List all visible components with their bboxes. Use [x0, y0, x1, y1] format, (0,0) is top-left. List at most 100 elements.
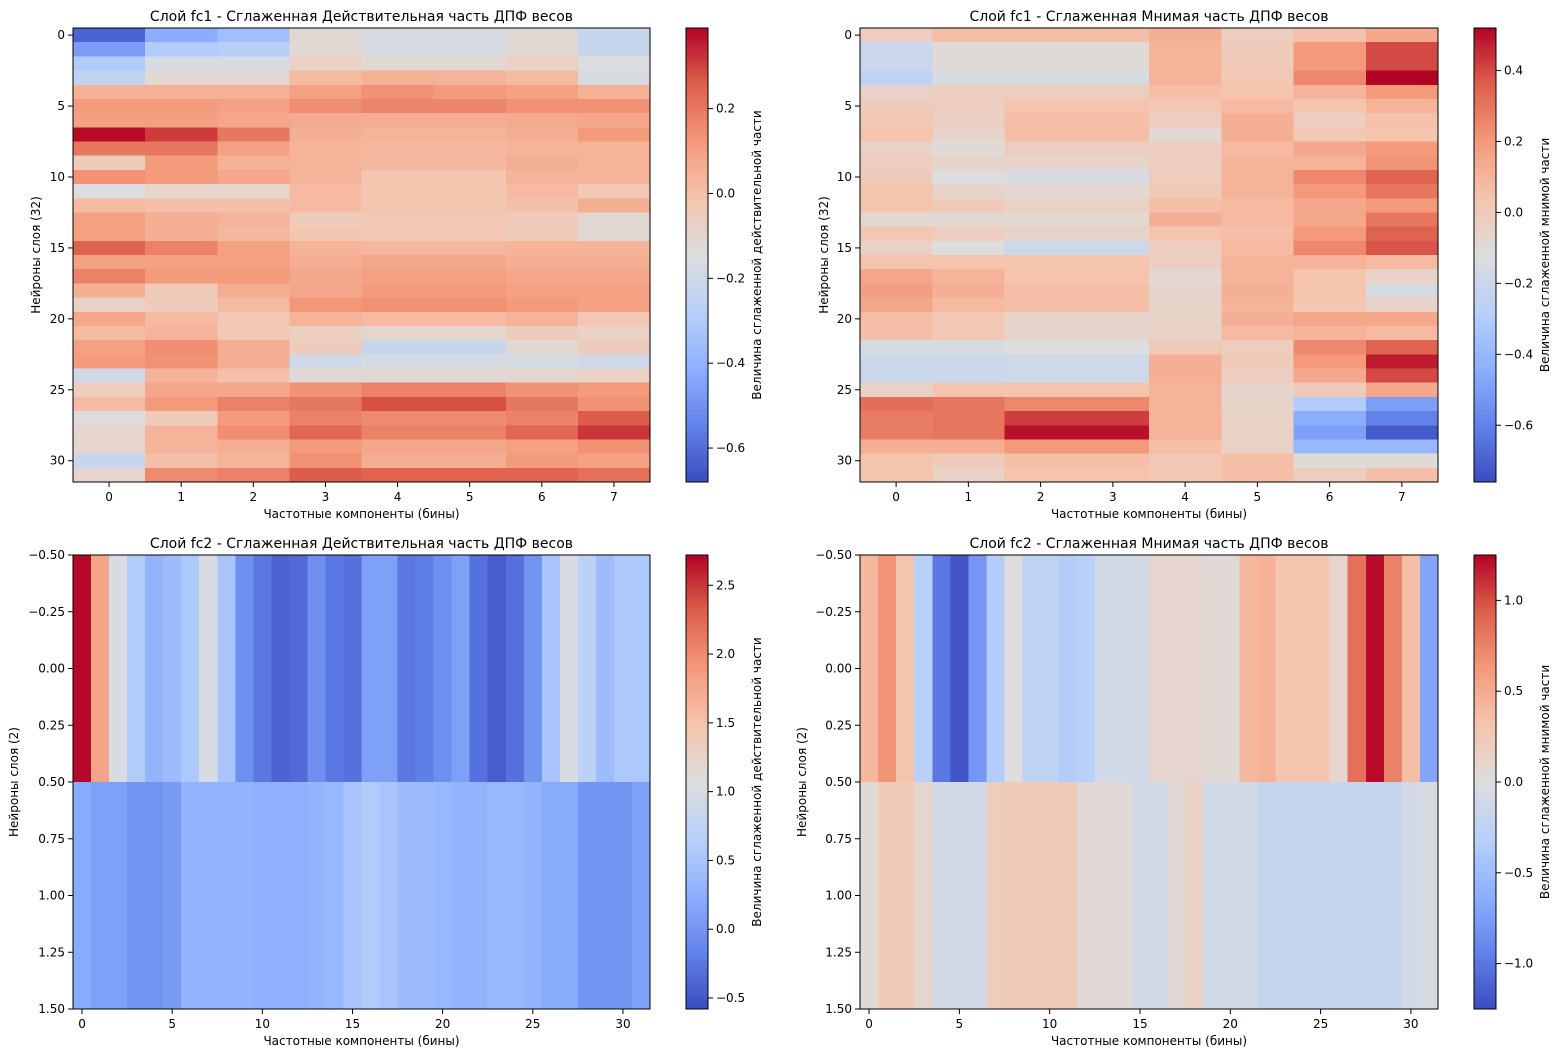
heatmap-cell	[433, 782, 453, 1010]
colorbar-tick-label: 0.5	[716, 853, 735, 867]
heatmap-cell	[1022, 782, 1042, 1010]
heatmap-cell	[1365, 42, 1439, 57]
heatmap-cell	[433, 184, 507, 199]
heatmap-cell	[1365, 198, 1439, 214]
heatmap-cell	[73, 198, 146, 214]
heatmap-cell	[145, 141, 218, 157]
colorbar-segment	[686, 315, 708, 320]
heatmap-cell	[1076, 70, 1150, 86]
heatmap-cell	[289, 226, 363, 242]
colorbar-segment	[686, 638, 708, 643]
colorbar-segment	[1474, 73, 1496, 78]
heatmap-cell	[73, 127, 146, 143]
colorbar-segment	[1474, 819, 1496, 825]
colorbar-tick-label: 1.0	[716, 785, 735, 799]
colorbar-segment	[686, 1005, 708, 1010]
heatmap-cell	[1293, 439, 1367, 455]
colorbar-segment	[686, 39, 708, 44]
colorbar-segment	[686, 345, 708, 351]
heatmap-cell	[289, 155, 363, 171]
heatmap-cell	[397, 782, 417, 1010]
colorbar-segment	[686, 107, 708, 112]
heatmap-cell	[932, 297, 1006, 313]
heatmap-cell	[145, 555, 164, 783]
colorbar-segment	[686, 179, 708, 184]
heatmap-cell	[433, 340, 507, 355]
colorbar-segment	[1474, 645, 1496, 651]
heatmap-panel-1: Слой fc1 - Сглаженная Действительная час…	[29, 9, 764, 521]
y-tick-label: 25	[50, 383, 65, 397]
heatmap-cell	[1293, 141, 1367, 157]
heatmap-cell	[932, 98, 1006, 114]
heatmap-cell	[1365, 325, 1439, 341]
x-tick-label: 30	[615, 1017, 630, 1031]
heatmap-cell	[1149, 340, 1222, 355]
colorbar-segment	[686, 289, 708, 294]
x-axis-label: Частотные компоненты (бины)	[1051, 507, 1247, 521]
colorbar-segment	[686, 713, 708, 719]
heatmap-cell	[1293, 28, 1367, 43]
heatmap-cell	[505, 28, 579, 43]
colorbar-segment	[1474, 910, 1496, 916]
heatmap-cell	[289, 42, 363, 57]
heatmap-cell	[860, 141, 933, 157]
heatmap-cell	[217, 240, 290, 256]
heatmap-cell	[217, 311, 290, 327]
heatmap-cell	[1076, 169, 1150, 185]
heatmap-cell	[1076, 28, 1150, 43]
heatmap-cell	[289, 141, 363, 157]
y-tick-label: 0.00	[38, 662, 65, 676]
heatmap-cell	[932, 240, 1006, 256]
colorbar-segment	[686, 706, 708, 711]
heatmap-cell	[487, 555, 507, 783]
heatmap-cell	[878, 782, 897, 1010]
colorbar-segment	[1474, 77, 1496, 82]
heatmap-cell	[505, 56, 579, 72]
heatmap-cell	[1076, 453, 1150, 469]
heatmap-cell	[1076, 56, 1150, 72]
heatmap-cell	[361, 127, 435, 143]
x-tick-label: 4	[394, 490, 402, 504]
colorbar-segment	[1474, 99, 1496, 105]
heatmap-cell	[73, 325, 146, 341]
colorbar-segment	[686, 300, 708, 305]
x-tick-label: 0	[105, 490, 113, 504]
colorbar-segment	[1474, 115, 1496, 120]
heatmap-cell	[1221, 212, 1295, 228]
colorbar-segment	[686, 562, 708, 567]
colorbar-segment	[686, 311, 708, 317]
colorbar-segment	[1474, 956, 1496, 961]
heatmap-cell	[1076, 113, 1150, 128]
heatmap-cell	[73, 269, 146, 284]
heatmap-cell	[1365, 311, 1439, 327]
colorbar-segment	[1474, 345, 1496, 351]
heatmap-cell	[1347, 555, 1367, 783]
heatmap-cell	[217, 42, 290, 57]
y-tick-label: 5	[844, 99, 852, 113]
colorbar-segment	[686, 834, 708, 840]
colorbar-segment	[1474, 334, 1496, 339]
colorbar-segment	[1474, 1001, 1496, 1006]
colorbar-segment	[1474, 914, 1496, 919]
colorbar-segment	[1474, 747, 1496, 753]
heatmap-cell	[1365, 340, 1439, 355]
heatmap-cell	[1365, 212, 1439, 228]
colorbar-segment	[1474, 323, 1496, 328]
colorbar-segment	[686, 319, 708, 324]
colorbar-segment	[1474, 46, 1496, 52]
colorbar-segment	[686, 353, 708, 358]
x-axis-label: Частотные компоненты (бины)	[263, 1034, 459, 1048]
colorbar-segment	[686, 251, 708, 256]
colorbar-segment	[686, 80, 708, 86]
y-tick-label: 15	[837, 241, 852, 255]
colorbar-segment	[686, 914, 708, 919]
heatmap-cell	[505, 283, 579, 299]
colorbar-tick-label: −0.4	[1504, 347, 1533, 361]
colorbar-label: Величина сглаженной действительной части	[750, 110, 764, 399]
heatmap-cell	[289, 255, 363, 270]
heatmap-cell	[181, 782, 200, 1010]
colorbar-tick-label: 0.0	[716, 922, 735, 936]
colorbar-segment	[686, 410, 708, 415]
colorbar-segment	[1474, 558, 1496, 564]
heatmap-cell	[1149, 84, 1222, 100]
